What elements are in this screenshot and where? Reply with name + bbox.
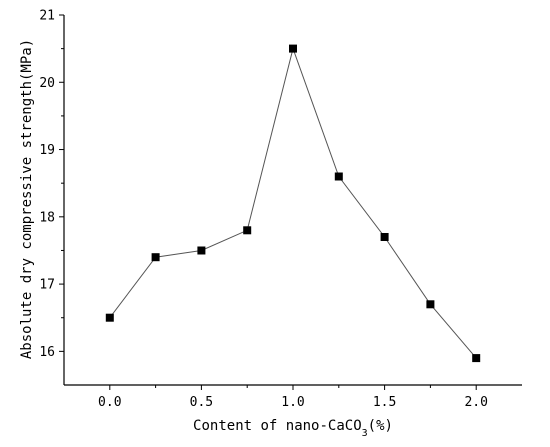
data-point (472, 354, 481, 363)
chart-axes (63, 15, 522, 386)
data-point (105, 313, 114, 322)
x-tick-label: 2.0 (464, 395, 487, 410)
series-line (109, 46, 477, 359)
data-point (289, 44, 297, 53)
data-point (243, 226, 252, 235)
x-axis-title-main: Content of nano-CaCO (193, 418, 362, 434)
y-axis-title: Absolute dry compressive strength(MPa) (19, 39, 35, 359)
data-point (380, 233, 389, 241)
x-tick-label: 1.0 (281, 395, 304, 410)
x-tick-label: 0.0 (98, 395, 121, 410)
y-tick-label: 17 (39, 278, 55, 293)
x-tick-label: 0.5 (190, 395, 213, 410)
y-tick-label: 18 (39, 210, 55, 225)
y-tick-label: 16 (39, 345, 55, 360)
data-point (197, 246, 206, 255)
y-tick-label: 21 (39, 9, 55, 24)
y-tick-label: 20 (39, 76, 55, 91)
x-axis-title: Content of nano-CaCO3(%) (193, 418, 393, 439)
data-point (334, 172, 343, 181)
x-axis-title-subscript: 3 (362, 428, 368, 439)
chart-ticks: 0.0 0.5 1.0 1.5 2.0 16 17 18 19 20 21 (39, 9, 488, 411)
x-axis-title-unit: (%) (368, 418, 393, 434)
y-tick-label: 19 (39, 143, 55, 158)
x-tick-label: 1.5 (373, 395, 396, 410)
data-point (426, 300, 435, 309)
chart-series (105, 44, 481, 363)
data-point (151, 253, 160, 262)
